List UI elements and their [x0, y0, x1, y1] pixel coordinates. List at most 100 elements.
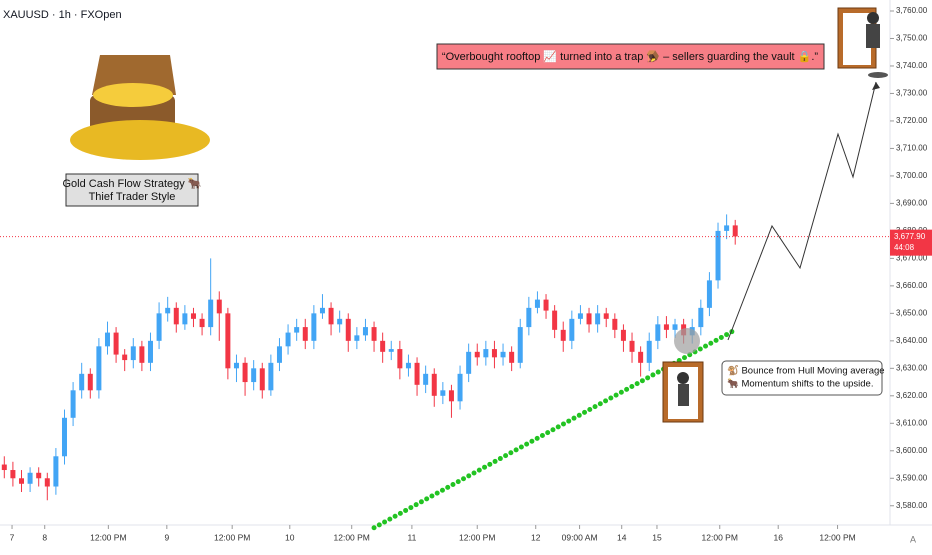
- banner-text: “Overbought rooftop 📈 turned into a trap…: [442, 50, 819, 63]
- candle-body: [285, 332, 291, 347]
- candle-body: [319, 307, 325, 314]
- strategy-title: Gold Cash Flow Strategy 🐂: [62, 177, 201, 190]
- candle-body: [190, 313, 196, 319]
- y-tick-label: 3,730.00: [896, 89, 928, 98]
- candle-body: [165, 307, 171, 314]
- candle-body: [362, 327, 368, 336]
- note-line: 🐂 Momentum shifts to the upside.: [727, 378, 873, 390]
- banner-box: [436, 43, 825, 70]
- candle-body: [603, 313, 609, 319]
- candle-body: [431, 373, 437, 396]
- candle-body: [130, 346, 136, 361]
- candle-body: [724, 225, 730, 231]
- candle-body: [53, 456, 59, 487]
- candle-body: [440, 390, 446, 396]
- candle-body: [294, 327, 300, 333]
- bounce-marker: [674, 328, 700, 354]
- note-line: 🐒 Bounce from Hull Moving average: [727, 365, 885, 377]
- candle-body: [612, 318, 618, 330]
- candle-body: [96, 346, 102, 391]
- candle-body: [577, 313, 583, 319]
- candle-body: [457, 373, 463, 402]
- x-tick-label: 11: [407, 532, 416, 542]
- thief-door: [662, 361, 704, 423]
- y-tick-label: 3,600.00: [896, 446, 928, 455]
- x-tick-label: 12: [531, 532, 541, 542]
- y-tick-label: 3,620.00: [896, 391, 928, 400]
- candle-body: [139, 346, 145, 363]
- candle-body: [328, 307, 334, 325]
- candle-body: [61, 417, 67, 457]
- candle-body: [638, 351, 644, 363]
- candle-body: [225, 313, 231, 369]
- candle-body: [560, 329, 566, 341]
- candle-body: [423, 373, 429, 385]
- last-price-label: 3,677.90: [894, 232, 926, 241]
- candle-body: [233, 362, 239, 369]
- candle-body: [509, 351, 515, 363]
- x-tick-label: 12:00 PM: [334, 532, 370, 542]
- candle-body: [311, 313, 317, 341]
- x-tick-label: 10: [285, 532, 295, 542]
- y-tick-label: 3,720.00: [896, 116, 928, 125]
- candle-body: [276, 346, 282, 363]
- candle-body: [371, 327, 377, 341]
- candle-body: [655, 324, 661, 341]
- candle-body: [534, 299, 540, 308]
- candle-body: [147, 340, 153, 363]
- candle-body: [698, 307, 704, 328]
- candle-body: [620, 329, 626, 341]
- candle-body: [199, 318, 205, 328]
- x-tick-label: 8: [42, 532, 47, 542]
- candle-body: [500, 351, 506, 358]
- x-tick-label: 12:00 PM: [819, 532, 855, 542]
- candle-body: [491, 349, 497, 358]
- candle-body: [715, 230, 721, 281]
- countdown: 44:08: [894, 243, 915, 252]
- candle-body: [663, 324, 669, 330]
- candle-body: [414, 362, 420, 385]
- hull-ma: [371, 327, 738, 531]
- candle-body: [345, 318, 351, 341]
- candle-body: [586, 313, 592, 325]
- x-tick-label: 12:00 PM: [214, 532, 250, 542]
- y-tick-label: 3,580.00: [896, 501, 928, 510]
- candle-body: [44, 478, 50, 487]
- x-tick-label: 9: [164, 532, 169, 542]
- x-tick-label: 12:00 PM: [90, 532, 126, 542]
- candle-body: [156, 313, 162, 341]
- candle-body: [216, 299, 222, 314]
- candle-body: [87, 373, 93, 391]
- x-tick-label: 12:00 PM: [459, 532, 495, 542]
- candle-body: [1, 464, 7, 471]
- x-tick-label: 7: [10, 532, 15, 542]
- candle-body: [79, 373, 85, 391]
- y-tick-label: 3,650.00: [896, 308, 928, 317]
- thief-door: [837, 7, 888, 78]
- candle-body: [732, 225, 738, 237]
- treasure-chest: [70, 55, 210, 160]
- candle-body: [122, 354, 128, 361]
- candle-body: [552, 310, 558, 330]
- projection-path: [727, 81, 877, 341]
- candle-body: [595, 313, 601, 325]
- candle-body: [302, 327, 308, 341]
- strategy-box: [65, 173, 199, 207]
- candle-body: [182, 313, 188, 325]
- candle-body: [10, 470, 16, 479]
- strategy-subtitle: Thief Trader Style: [89, 191, 176, 203]
- candle-body: [448, 390, 454, 402]
- last-price-box: [890, 229, 932, 256]
- candle-body: [251, 368, 257, 383]
- candle-body: [27, 472, 33, 484]
- candle-body: [517, 327, 523, 363]
- candle-body: [646, 340, 652, 363]
- y-tick-label: 3,670.00: [896, 253, 928, 262]
- auto-scale[interactable]: A: [910, 534, 916, 544]
- note-box: [721, 360, 883, 396]
- candle-body: [337, 318, 343, 325]
- candle-body: [629, 340, 635, 352]
- x-tick-label: 12:00 PM: [702, 532, 738, 542]
- y-tick-label: 3,690.00: [896, 199, 928, 208]
